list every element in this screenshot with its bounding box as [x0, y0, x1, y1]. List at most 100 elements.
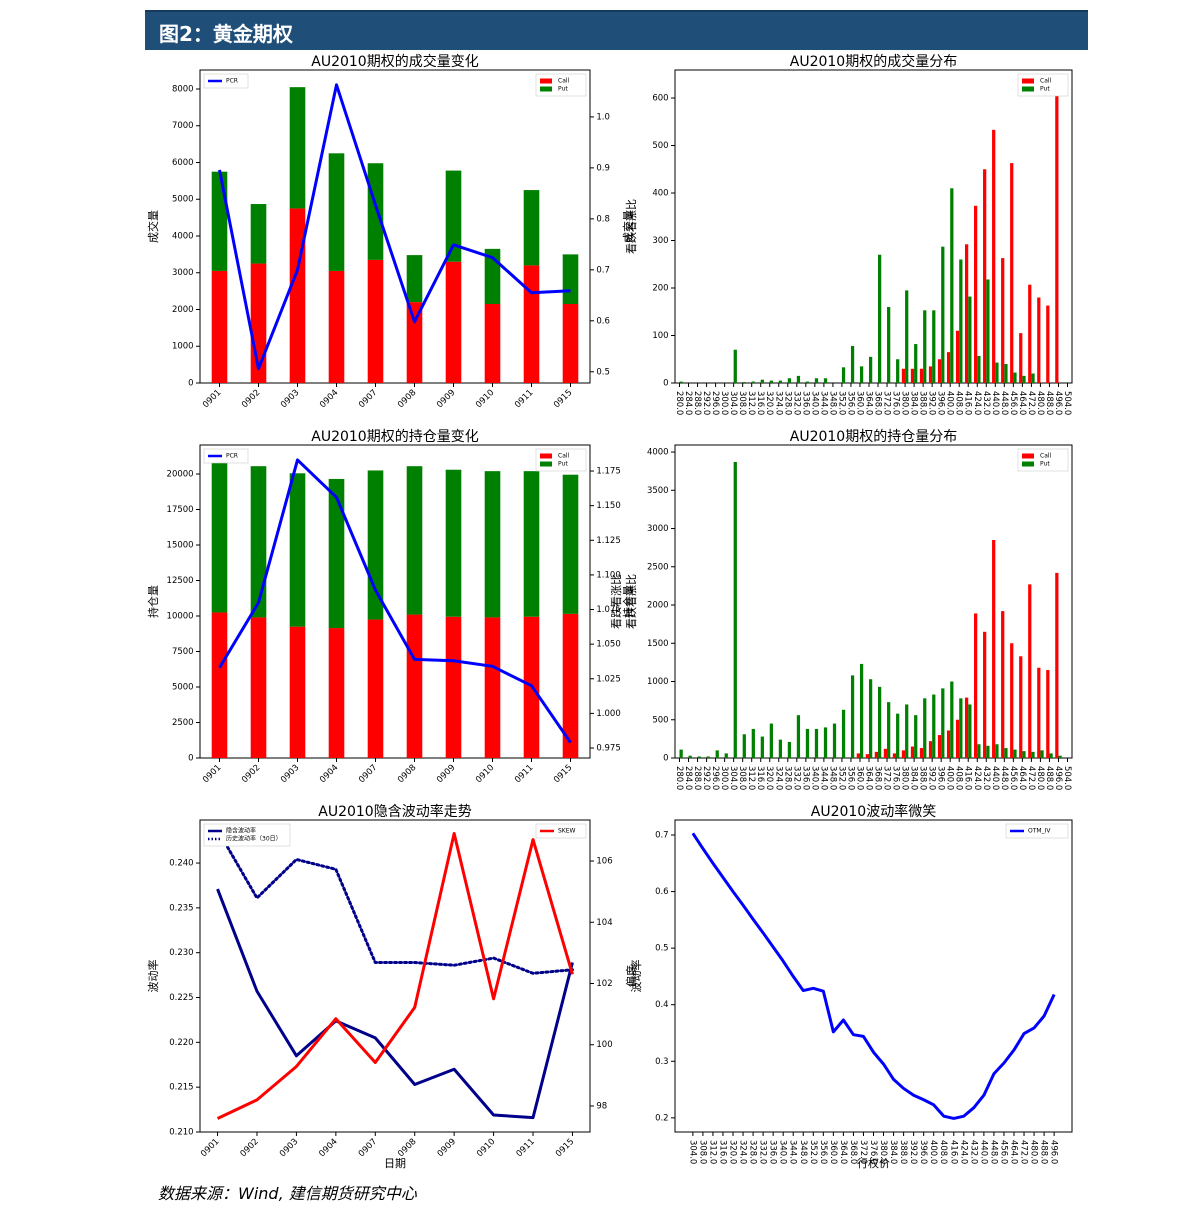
x-tick-label: 480.0 [1035, 391, 1045, 415]
bar [445, 261, 462, 383]
y2-axis-label: 偏度 [624, 965, 638, 987]
bar [1019, 333, 1023, 383]
bar [905, 290, 909, 383]
bar [1046, 670, 1050, 758]
x-tick-label: 352.0 [836, 391, 846, 415]
bar [211, 171, 228, 271]
y2-tick-label: 1.075 [596, 605, 620, 615]
y-tick-label: 0.215 [169, 1083, 193, 1093]
x-tick-label: 292.0 [701, 391, 711, 415]
bar [406, 614, 423, 758]
y-tick-label: 2000 [172, 305, 194, 315]
legend-label: Call [1040, 78, 1052, 85]
bar [914, 344, 918, 383]
legend-label: PCR [226, 453, 238, 460]
x-tick-label: 332.0 [791, 391, 801, 415]
x-tick-label: 384.0 [909, 391, 919, 415]
bar [850, 345, 855, 383]
y2-tick-label: 102 [596, 979, 612, 989]
bar [955, 719, 960, 758]
x-tick-label: 332.0 [791, 766, 801, 790]
x-tick-label: 368.0 [873, 766, 883, 790]
bar [874, 751, 879, 758]
x-tick-label: 308.0 [737, 766, 747, 790]
y-tick-label: 500 [652, 715, 668, 725]
x-tick-label: 0903 [279, 763, 301, 785]
x-tick-label: 352.0 [808, 1140, 818, 1164]
x-tick-label: 360.0 [854, 766, 864, 790]
bar [841, 367, 846, 383]
bar [289, 87, 306, 209]
bar [910, 746, 915, 758]
y-tick-label: 0.2 [655, 1113, 669, 1123]
bar [796, 375, 801, 383]
legend-box [203, 73, 249, 89]
y-tick-label: 500 [652, 141, 668, 151]
x-tick-label: 368.0 [848, 1140, 858, 1164]
legend-label: OTM_IV [1028, 828, 1051, 835]
x-tick-label: 456.0 [1008, 391, 1018, 415]
x-tick-label: 408.0 [938, 1140, 948, 1164]
x-tick-label: 0910 [474, 763, 496, 785]
x-tick-label: 304.0 [728, 391, 738, 415]
bar [1013, 372, 1017, 383]
x-tick-label: 472.0 [1019, 1140, 1029, 1164]
line-series [216, 828, 574, 975]
x-tick-label: 280.0 [674, 766, 684, 790]
bar [367, 163, 384, 260]
y2-tick-label: 1.150 [596, 501, 620, 511]
line-series [216, 831, 574, 1120]
header-bar: 图2：黄金期权 [145, 10, 1088, 50]
x-tick-label: 0909 [435, 763, 457, 785]
bar [778, 380, 783, 383]
x-tick-label: 364.0 [863, 391, 873, 415]
x-tick-label: 408.0 [954, 766, 964, 790]
x-tick-label: 348.0 [827, 766, 837, 790]
bar [796, 715, 801, 758]
bar [977, 744, 981, 758]
y2-tick-label: 98 [596, 1101, 607, 1111]
legend-label: Call [558, 453, 570, 460]
bar [950, 188, 954, 383]
x-tick-label: 348.0 [827, 391, 837, 415]
bar [688, 755, 692, 758]
x-tick-label: 0901 [199, 1137, 221, 1159]
x-tick-label: 328.0 [782, 766, 792, 790]
x-tick-label: 488.0 [1044, 391, 1054, 415]
x-tick-label: 340.0 [809, 391, 819, 415]
x-tick-label: 448.0 [988, 1140, 998, 1164]
y-axis-label: 持仓量 [146, 585, 160, 618]
source-note: 数据来源：Wind, 建信期货研究中心 [158, 1184, 417, 1203]
x-tick-label: 408.0 [954, 391, 964, 415]
x-tick-label: 472.0 [1026, 391, 1036, 415]
bar [932, 694, 936, 758]
x-tick-label: 352.0 [836, 766, 846, 790]
bar [1031, 373, 1035, 383]
bar [733, 349, 737, 383]
plot-frame [674, 819, 1073, 1133]
legend-box [535, 823, 587, 839]
x-tick-label: 356.0 [845, 391, 855, 415]
bar [484, 617, 501, 758]
x-tick-label: 0910 [474, 388, 496, 410]
chart-title: AU2010隐含波动率走势 [318, 803, 471, 820]
x-tick-label: 324.0 [738, 1140, 748, 1164]
y-tick-label: 300 [652, 236, 668, 246]
y2-tick-label: 1.000 [596, 709, 620, 719]
x-tick-label: 320.0 [764, 391, 774, 415]
x-tick-label: 424.0 [958, 1140, 968, 1164]
bar [823, 727, 828, 758]
x-tick-label: 440.0 [978, 1140, 988, 1164]
y-axis-label: 波动率 [629, 960, 643, 993]
bar [250, 466, 267, 618]
x-tick-label: 384.0 [888, 1140, 898, 1164]
x-tick-label: 388.0 [918, 766, 928, 790]
bar [367, 259, 384, 383]
plot-frame [199, 819, 591, 1133]
x-tick-label: 348.0 [798, 1140, 808, 1164]
y2-tick-label: 0.975 [596, 744, 620, 754]
bar [751, 381, 755, 383]
y-tick-label: 600 [652, 94, 668, 104]
x-tick-label: 0908 [396, 763, 418, 785]
x-tick-label: 0903 [278, 1137, 300, 1159]
